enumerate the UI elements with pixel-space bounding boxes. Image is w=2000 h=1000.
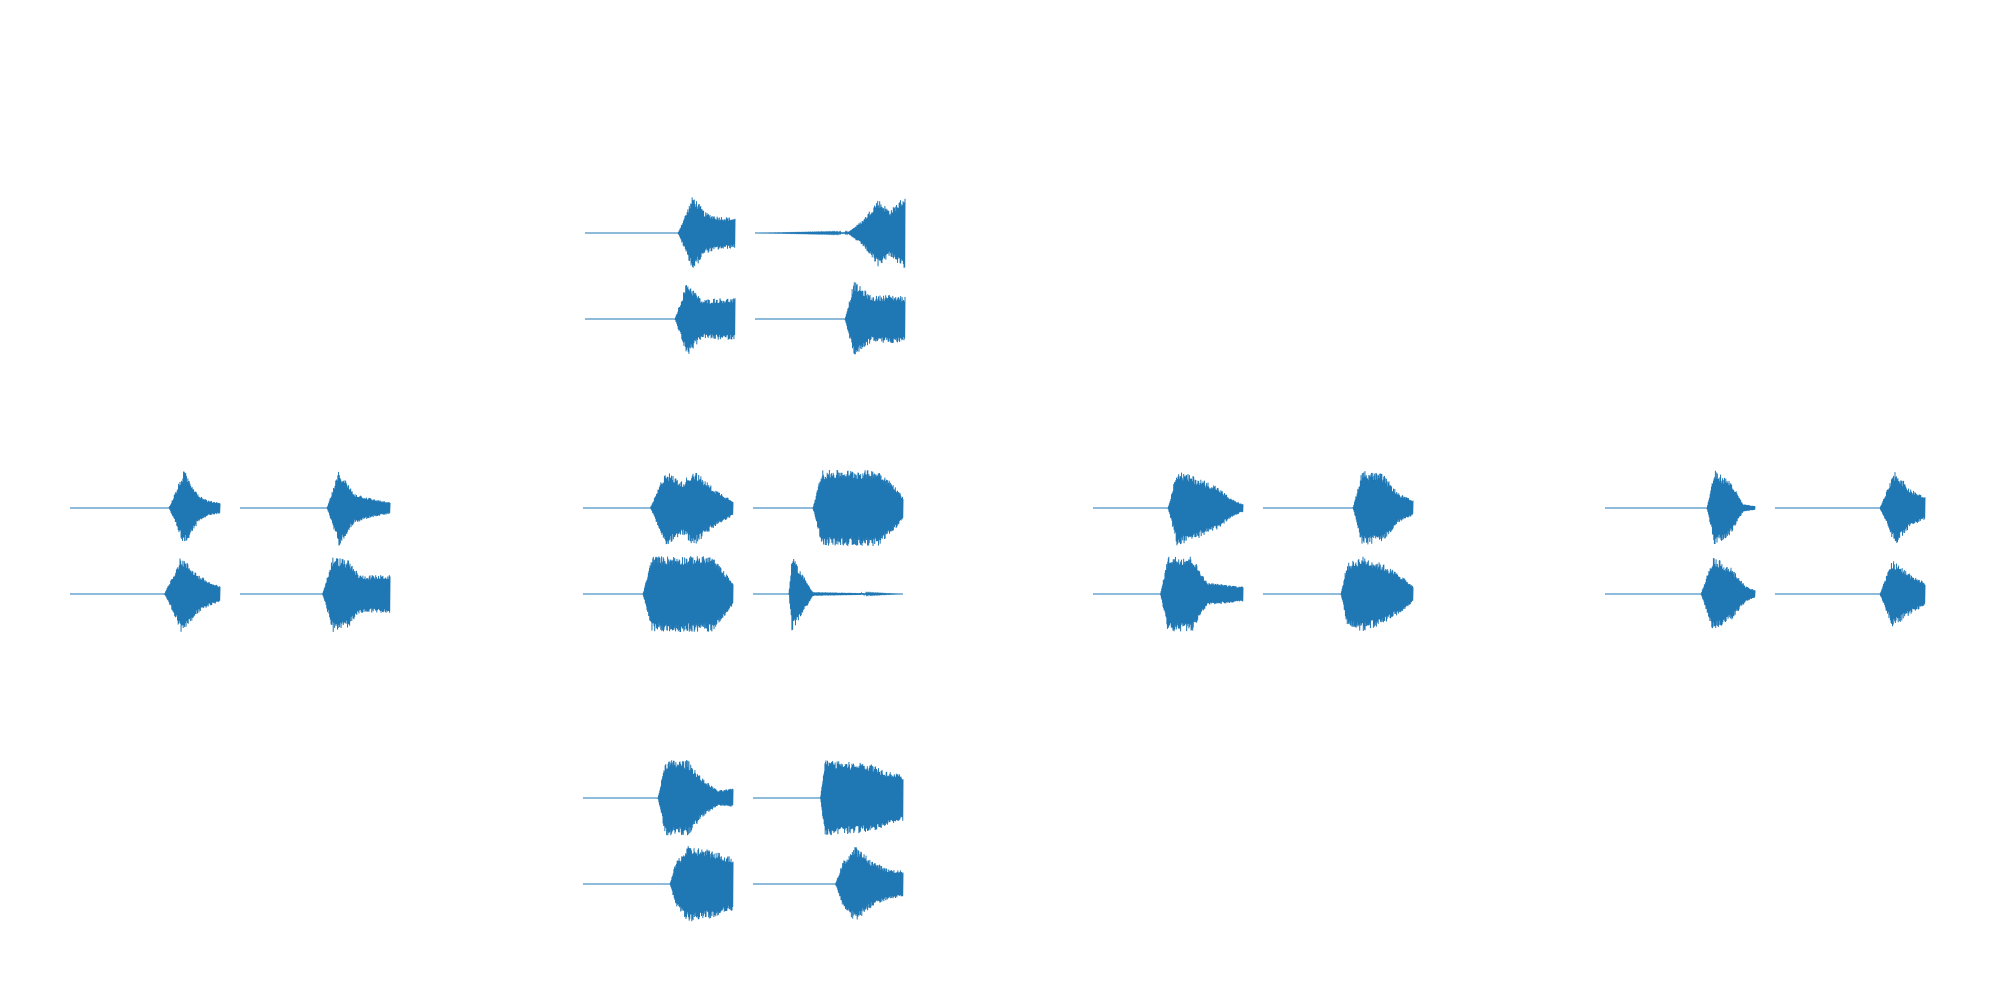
waveform-far-right-4 (1775, 561, 1926, 627)
waveform-bottom-center-3 (583, 846, 734, 922)
waveform-far-right-1 (1605, 470, 1756, 544)
waveform-middle-center-2 (753, 469, 904, 546)
waveform-middle-center-4 (753, 559, 904, 631)
waveform-middle-center-3 (583, 556, 734, 632)
waveform-top-center-1 (585, 197, 736, 268)
waveform-middle-right-4 (1263, 556, 1414, 631)
waveform-middle-left-3 (70, 558, 221, 632)
waveform-bottom-center-2 (753, 760, 904, 836)
waveform-middle-right-1 (1093, 472, 1244, 546)
waveform-middle-left-1 (70, 471, 221, 542)
group-middle-center (583, 469, 904, 632)
waveform-top-center-3 (585, 285, 736, 354)
waveform-bottom-center-4 (753, 846, 904, 920)
group-middle-right (1093, 471, 1414, 632)
waveform-far-right-2 (1775, 472, 1926, 543)
waveform-middle-left-2 (240, 471, 391, 546)
waveform-middle-right-2 (1263, 471, 1414, 545)
waveform-top-center-2 (755, 198, 906, 268)
group-middle-left (70, 471, 391, 632)
group-top-center (585, 197, 906, 355)
waveform-far-right-3 (1605, 558, 1756, 629)
waveform-middle-left-4 (240, 557, 391, 632)
waveform-bottom-center-1 (583, 760, 734, 836)
waveform-middle-right-3 (1093, 556, 1244, 632)
group-bottom-center (583, 760, 904, 922)
waveform-middle-center-1 (583, 473, 734, 545)
waveform-top-center-4 (755, 282, 906, 355)
group-far-right (1605, 470, 1926, 629)
